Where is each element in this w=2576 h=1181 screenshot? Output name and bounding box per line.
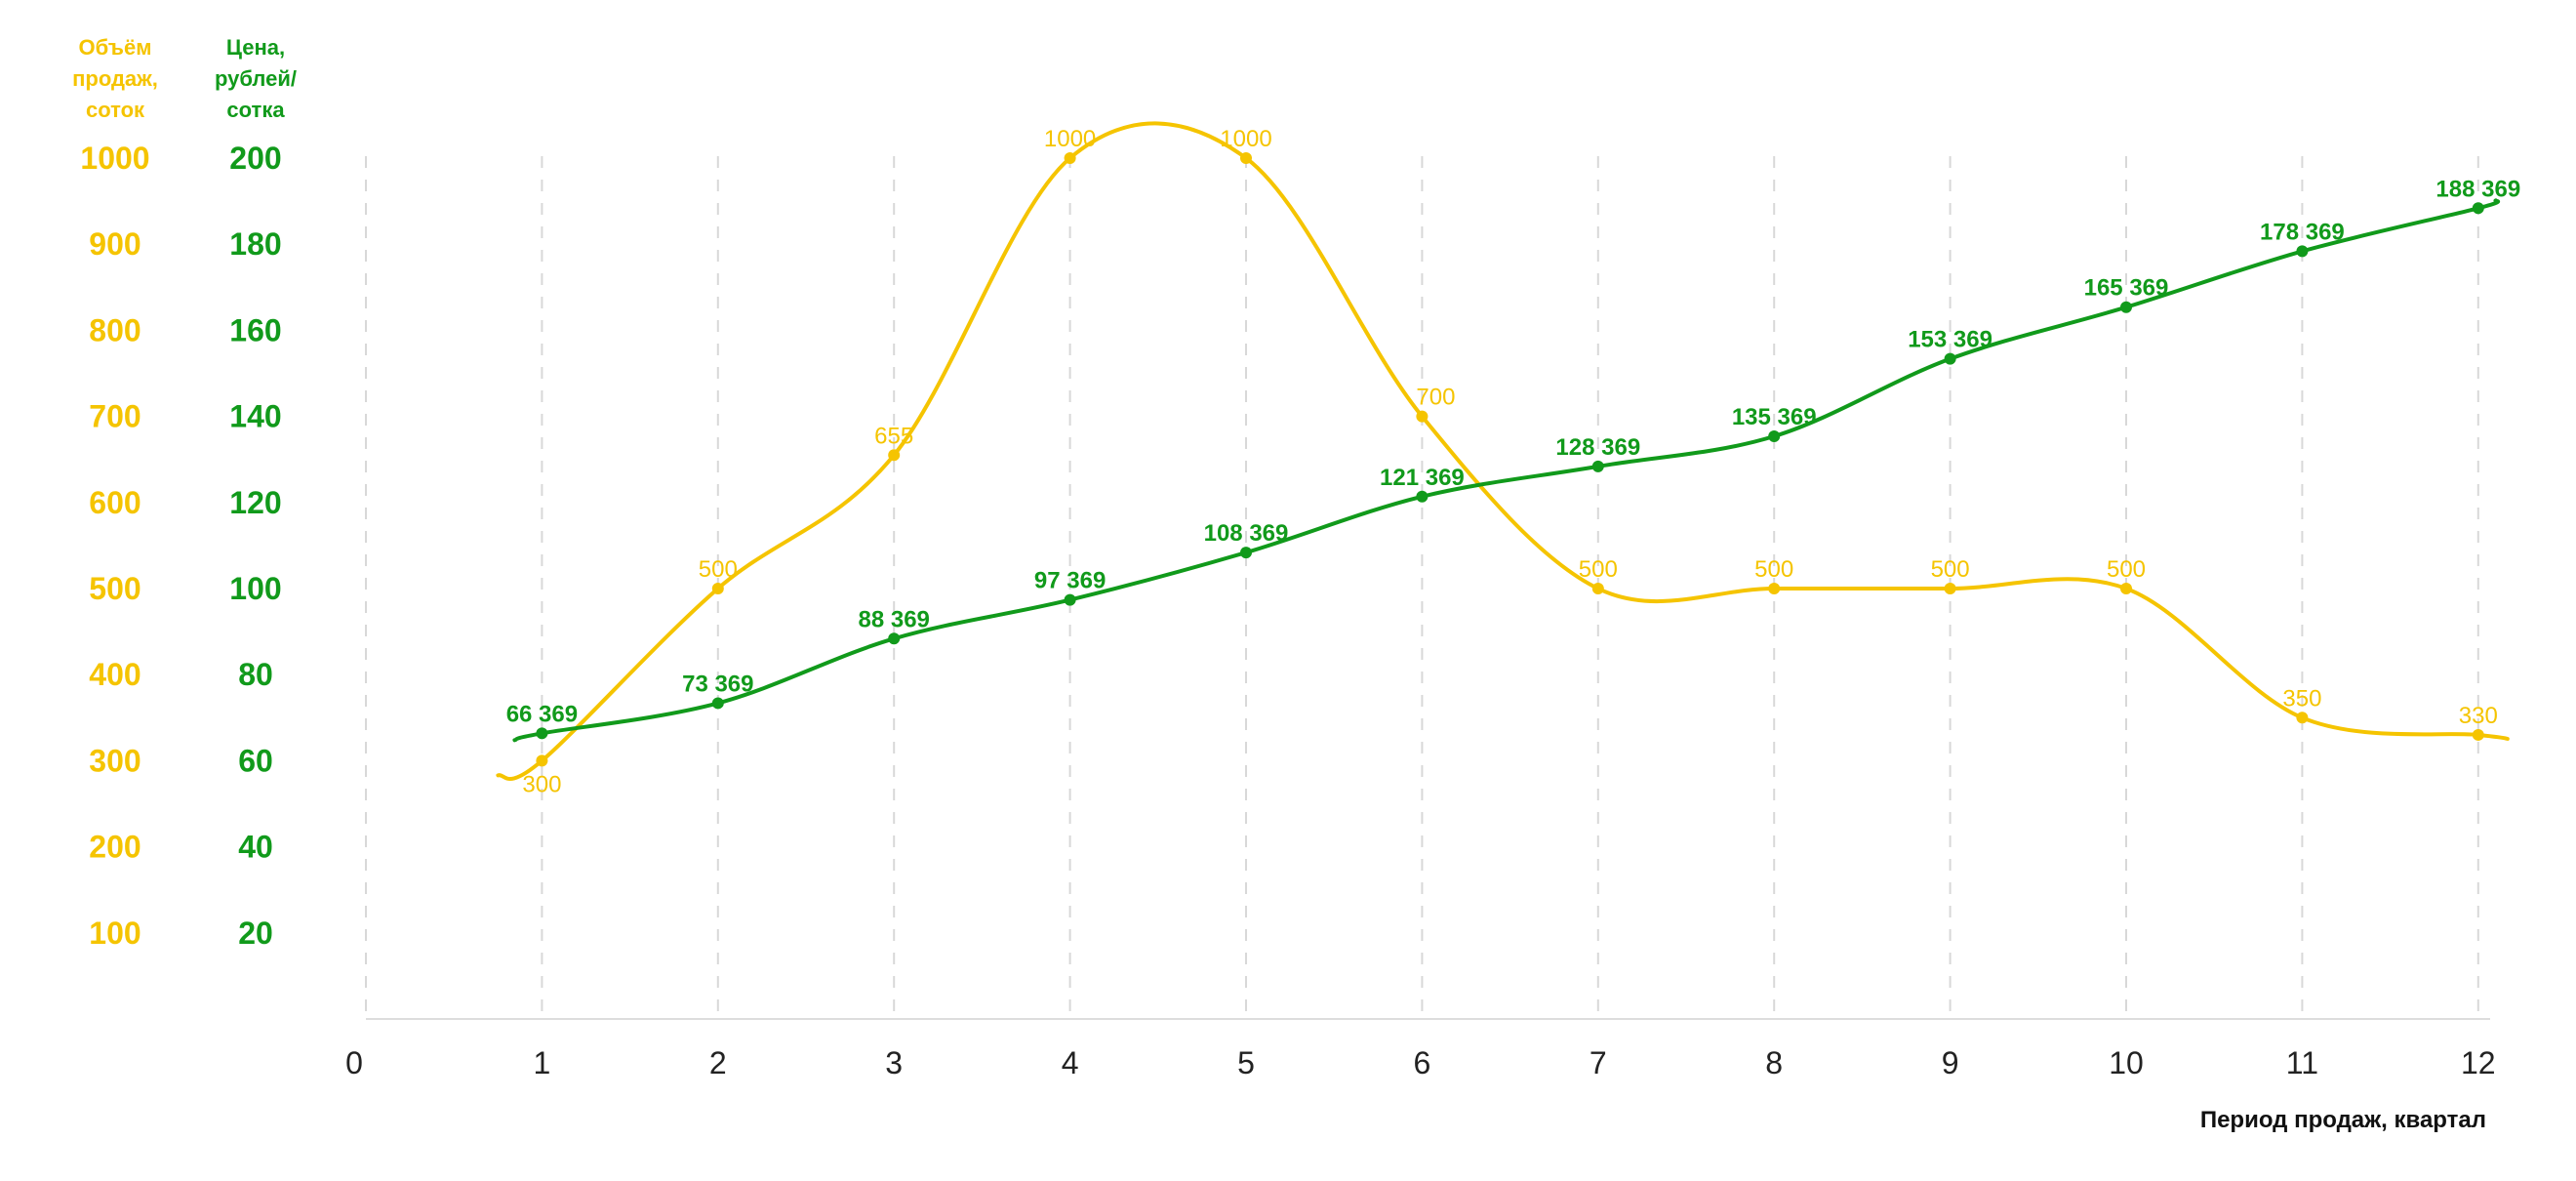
price-point [2120,301,2132,313]
price-data-label: 165 369 [2084,275,2169,302]
price-data-label: 66 369 [506,701,578,727]
sales-volume-point [1240,152,1252,164]
price-data-label: 73 369 [682,671,753,697]
right-y-tick-label: 100 [229,571,281,606]
right-y-tick-label: 140 [229,399,281,434]
right-y-tick-label: 180 [229,226,281,262]
series-lines [496,121,2510,781]
left-y-tick-label: 200 [89,830,141,865]
sales-volume-point [1944,583,1956,594]
x-tick-label: 3 [885,1045,903,1080]
left-axis-title: продаж, [72,66,158,91]
right-axis-title: Цена, [226,35,285,60]
price-point [2296,245,2309,258]
price-data-label: 97 369 [1034,568,1106,594]
sales-volume-point [888,449,901,462]
right-axis-title: рублей/ [215,66,297,91]
x-tick-label: 9 [1942,1045,1959,1080]
sales-volume-data-label: 350 [2282,685,2321,712]
price-point [888,632,901,645]
right-y-tick-label: 80 [238,657,273,692]
price-data-label: 188 369 [2435,176,2520,202]
sales-volume-data-label: 1000 [1044,126,1096,152]
right-y-tick-label: 200 [229,141,281,176]
x-axis-label: Период продаж, квартал [2200,1107,2486,1133]
sales-volume-point [1591,583,1604,594]
left-y-tick-label: 300 [89,743,141,778]
sales-volume-data-label: 500 [699,556,738,583]
x-tick-label: 6 [1414,1045,1431,1080]
price-data-label: 121 369 [1380,465,1465,491]
axes: 0 1 2 3 4 5 6 7 8 9 10 11 12Объёмпродаж,соток1000900… [72,35,2495,1080]
price-data-label: 135 369 [1732,404,1817,430]
price-data-label: 178 369 [2260,219,2345,245]
right-y-tick-label: 40 [238,830,273,865]
left-axis-title: соток [86,98,145,122]
sales-volume-data-label: 500 [1754,556,1793,583]
right-y-tick-label: 20 [238,916,273,951]
sales-volume-data-label: 1000 [1220,126,1271,152]
sales-volume-point [1768,583,1781,594]
left-y-tick-label: 800 [89,312,141,347]
price-point [1768,430,1781,443]
sales-volume-data-label: 655 [874,423,913,449]
price-data-label: 108 369 [1204,520,1289,547]
sales-volume-data-label: 330 [2459,703,2498,729]
x-tick-label: 10 [2109,1045,2144,1080]
x-tick-label: 4 [1062,1045,1079,1080]
sales-volume-point [2120,583,2132,594]
price-series-line [512,198,2501,743]
price-point [1591,460,1604,472]
price-point [1944,352,1956,365]
sales-volume-data-label: 500 [1931,556,1970,583]
sales-volume-point [1064,152,1076,164]
price-point [1064,593,1076,606]
x-tick-label: 7 [1590,1045,1607,1080]
right-axis-title: сотка [226,98,285,122]
price-point [711,697,724,710]
right-y-tick-label: 120 [229,485,281,520]
price-point [2472,202,2484,215]
left-y-tick-label: 400 [89,657,141,692]
price-data-label: 88 369 [858,606,929,632]
left-y-tick-label: 500 [89,571,141,606]
sales-volume-point [1416,410,1429,423]
sales-volume-point [711,583,724,594]
sales-volume-point [2296,712,2309,724]
x-tick-label: 1 [534,1045,551,1080]
data-labels: 300 500 655 1000 1000 700 500 500 500 500 350 330 66… [506,126,2520,797]
sales-volume-data-label: 300 [522,771,561,797]
left-y-tick-label: 700 [89,399,141,434]
x-tick-label: 5 [1237,1045,1255,1080]
price-point [536,727,548,740]
x-tick-label: 11 [2286,1045,2318,1080]
data-points [536,152,2484,767]
x-tick-label: 2 [709,1045,727,1080]
right-y-tick-label: 160 [229,312,281,347]
sales-volume-data-label: 500 [2107,556,2146,583]
left-y-tick-label: 600 [89,485,141,520]
left-y-tick-label: 100 [89,916,141,951]
x-tick-label: 0 [345,1045,363,1080]
price-point [1240,547,1252,559]
x-tick-label: 12 [2461,1045,2496,1080]
left-y-tick-label: 1000 [80,141,149,176]
sales-volume-series-line [496,121,2510,781]
sales-volume-point [2472,728,2484,741]
price-data-label: 153 369 [1908,327,1992,353]
sales-volume-point [536,754,548,767]
sales-volume-data-label: 700 [1416,385,1455,411]
price-data-label: 128 369 [1555,434,1640,461]
right-y-tick-label: 60 [238,743,273,778]
sales-volume-data-label: 500 [1579,556,1618,583]
x-tick-label: 8 [1765,1045,1783,1080]
price-point [1416,490,1429,503]
left-axis-title: Объём [79,35,152,60]
left-y-tick-label: 900 [89,226,141,262]
